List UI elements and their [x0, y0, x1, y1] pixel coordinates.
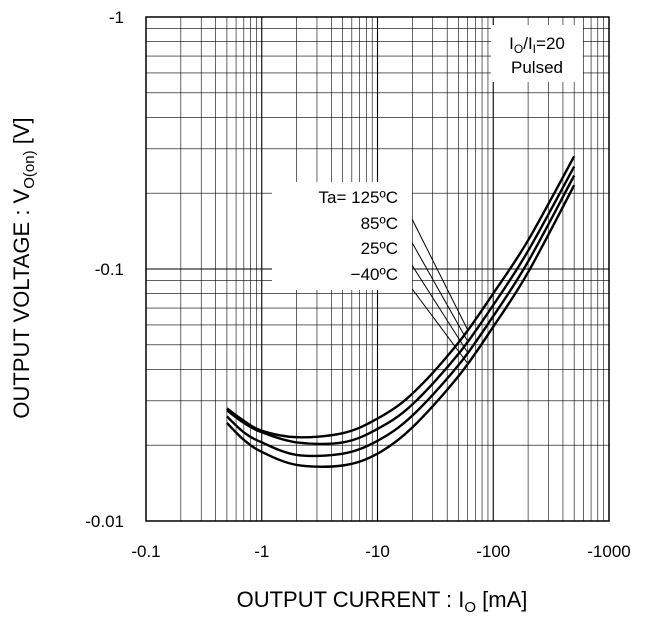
series-label-85c: 85ºC	[361, 214, 398, 233]
y-tick-label: -0.01	[85, 512, 124, 531]
series-line-3	[226, 184, 576, 468]
condition-box-bg	[491, 25, 583, 82]
x-axis-title-subscript: O	[464, 599, 476, 616]
condition-ratio-a: I	[509, 34, 514, 53]
leader-line-2	[400, 247, 468, 353]
condition-ratio: IO/II=20	[509, 34, 565, 56]
x-tick-label: -100	[476, 542, 510, 561]
condition-ratio-a-sub: O	[514, 42, 523, 56]
x-tick-label: -0.1	[131, 542, 160, 561]
y-axis-title-unit: [V]	[9, 117, 34, 150]
y-axis-title-subscript: O(on)	[21, 150, 38, 188]
x-axis-title-main: OUTPUT CURRENT : I	[237, 587, 465, 612]
x-axis-title-unit: [mA]	[476, 587, 527, 612]
x-axis-title: OUTPUT CURRENT : IO [mA]	[237, 587, 528, 616]
y-tick-label: -1	[109, 8, 124, 27]
condition-ratio-b-sub: I	[533, 42, 536, 56]
y-tick-label: -0.1	[95, 260, 124, 279]
x-tick-label: -10	[365, 542, 390, 561]
series-labels: Ta= 125ºC 85ºC 25ºC −40ºC	[272, 182, 412, 290]
condition-ratio-mid: /I	[523, 34, 532, 53]
condition-ratio-tail: =20	[536, 34, 565, 53]
x-tick-label: -1000	[587, 542, 630, 561]
series-lines	[226, 155, 576, 468]
x-tick-label: -1	[254, 542, 269, 561]
series-line-2	[226, 174, 576, 458]
y-axis-title-main: OUTPUT VOLTAGE : V	[9, 188, 34, 418]
y-tick-labels: -1 -0.1 -0.01	[85, 8, 124, 531]
x-tick-labels: -0.1 -1 -10 -100 -1000	[131, 542, 630, 561]
series-labels-bg	[272, 182, 412, 290]
leader-line-0	[400, 196, 469, 330]
leader-lines	[400, 196, 469, 364]
condition-mode: Pulsed	[511, 58, 563, 77]
series-label-25c: 25ºC	[361, 239, 398, 258]
leader-line-1	[400, 222, 469, 342]
series-line-1	[226, 166, 576, 446]
condition-box: IO/II=20 Pulsed	[491, 25, 583, 82]
series-label-125c: Ta= 125ºC	[319, 188, 398, 207]
leader-line-3	[400, 273, 468, 364]
y-axis-title: OUTPUT VOLTAGE : VO(on) [V]	[9, 117, 38, 418]
series-label-minus40c: −40ºC	[351, 265, 398, 284]
plot-frame	[145, 16, 610, 522]
